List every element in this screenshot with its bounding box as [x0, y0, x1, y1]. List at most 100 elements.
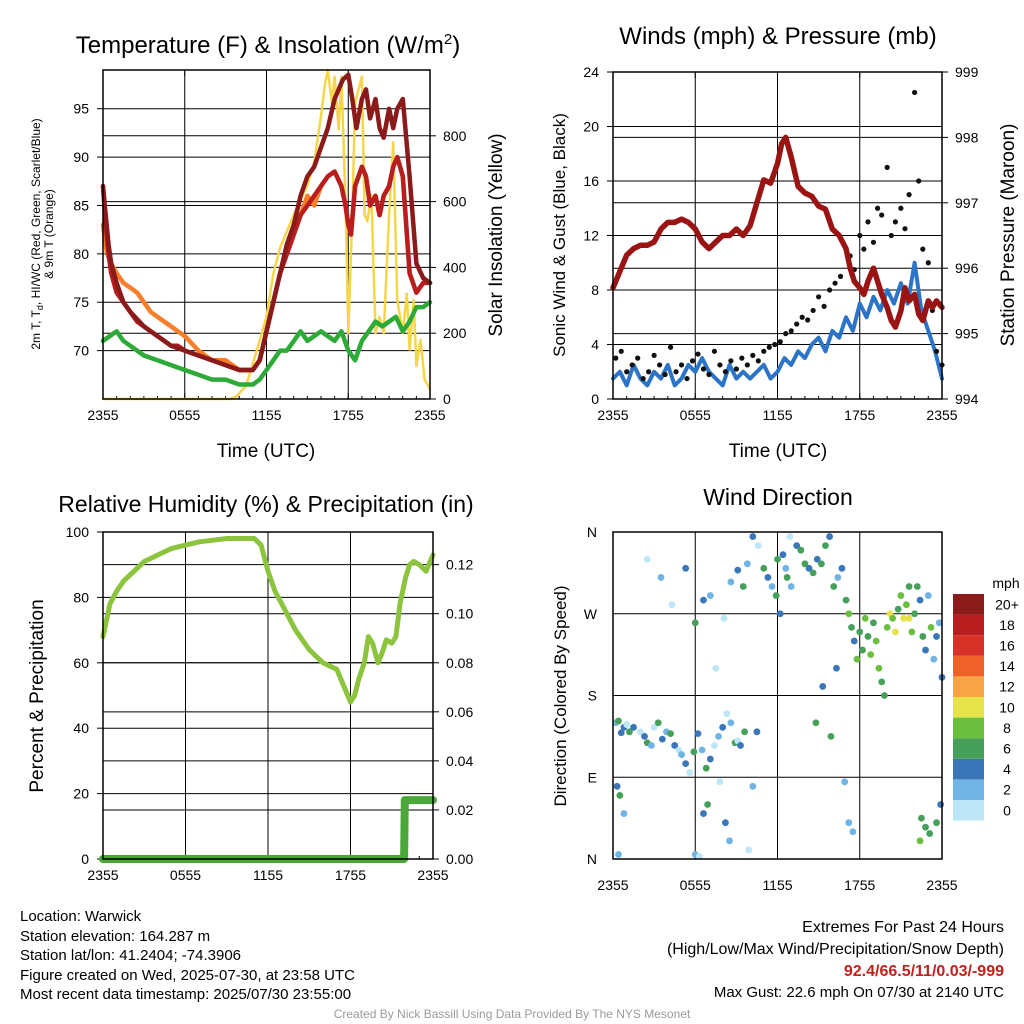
y-axis-label-line2: & 9m T (Orange) — [42, 189, 56, 279]
gust-point — [898, 205, 904, 211]
gust-point — [695, 351, 701, 357]
y2-tick-label: 995 — [955, 326, 979, 342]
legend-label: 10 — [999, 699, 1015, 715]
direction-point — [719, 723, 727, 731]
legend-label: 12 — [999, 679, 1015, 695]
direction-point — [637, 728, 644, 736]
gust-point — [733, 366, 739, 372]
direction-point — [647, 742, 655, 749]
legend-label: 4 — [1003, 761, 1011, 777]
direction-point — [727, 578, 735, 586]
gust-point — [865, 219, 871, 225]
gust-point — [744, 362, 750, 368]
direction-point — [813, 555, 821, 563]
pressure-line — [610, 134, 945, 330]
direction-point — [916, 596, 924, 604]
x-tick-label: 1755 — [844, 407, 875, 423]
y-tick-label: 4 — [591, 337, 599, 353]
subscript: d — [35, 305, 45, 310]
legend-swatch — [953, 676, 984, 697]
chart-title: Relative Humidity (%) & Precipitation (i… — [58, 491, 473, 517]
gust-point — [933, 348, 940, 354]
y-tick-label: 95 — [73, 101, 89, 117]
direction-point — [819, 683, 827, 690]
direction-point — [842, 596, 850, 604]
y2-tick-label: 600 — [443, 194, 467, 210]
direction-point — [678, 751, 685, 758]
gust-point — [892, 219, 898, 225]
x-tick-label: 0555 — [680, 407, 711, 423]
direction-point — [682, 760, 690, 768]
legend-swatch — [953, 717, 984, 739]
y-tick-label: 80 — [73, 589, 89, 605]
elevation-text: Station elevation: 164.287 m — [20, 927, 211, 945]
gust-point — [777, 339, 783, 345]
gust-point — [651, 352, 657, 358]
direction-point — [772, 592, 780, 599]
panel-1: 2355 0555 1155 1755 2355 70 75 80 85 90 95 0 200 400 6… — [29, 31, 507, 462]
x-axis-label: Time (UTC) — [217, 441, 316, 462]
direction-point — [668, 601, 676, 609]
y-tick-label: N — [587, 524, 597, 540]
direction-point — [822, 542, 829, 550]
y2-tick-label: 999 — [955, 64, 979, 80]
y-axis-label-line1: 2m T, Td, HI/WC (Red, Green, Scarlet/Blu… — [29, 118, 45, 349]
y2-tick-label: 800 — [443, 128, 467, 144]
direction-point — [623, 721, 631, 728]
direction-point — [883, 623, 891, 631]
x-tick-label: 1155 — [762, 877, 792, 893]
direction-point — [698, 746, 706, 754]
direction-point — [753, 728, 761, 736]
legend-swatch — [953, 697, 984, 718]
direction-point — [933, 819, 940, 827]
direction-point — [768, 583, 776, 590]
direction-point — [826, 533, 833, 540]
x-tick-label: 1155 — [762, 407, 792, 423]
gust-point — [832, 280, 838, 286]
y2-axis-label-text: Solar Insolation (Yellow) — [486, 133, 507, 336]
x-tick-label: 2355 — [926, 877, 957, 893]
legend-label: 14 — [999, 658, 1015, 674]
x-tick-label: 0555 — [170, 867, 201, 883]
direction-point — [926, 830, 934, 837]
gust-point — [629, 362, 635, 368]
y-tick-label: 0 — [591, 391, 599, 407]
direction-point — [919, 633, 927, 640]
x-tick-label: 2355 — [597, 407, 628, 423]
y2-axis-label: Station Pressure (Maroon) — [998, 124, 1019, 347]
legend-title: mph — [992, 575, 1019, 591]
direction-point — [620, 810, 628, 817]
direction-point — [908, 628, 916, 636]
gust-point — [662, 371, 668, 378]
direction-point — [864, 633, 872, 640]
created-text: Figure created on Wed, 2025-07-30, at 23… — [20, 966, 355, 984]
direction-point — [711, 742, 718, 749]
direction-point — [933, 633, 940, 640]
x-tick-label: 1755 — [844, 877, 875, 893]
direction-point — [809, 569, 817, 577]
wind-speed-line — [611, 260, 944, 388]
direction-point — [779, 551, 787, 559]
y-axis-label: Sonic Wind & Gust (Blue, Black) — [550, 113, 569, 357]
y-axis-label-text: Sonic Wind & Gust (Blue, Black) — [550, 113, 569, 357]
y2-tick-label: 200 — [443, 325, 467, 341]
y2-tick-label: 996 — [955, 260, 979, 276]
plot-frame — [102, 69, 431, 400]
gust-point — [888, 232, 894, 239]
gust-point — [906, 192, 912, 198]
y2-axis-label-text: Station Pressure (Maroon) — [998, 124, 1019, 347]
legend-swatch — [953, 758, 984, 780]
x-tick-label: 2355 — [926, 407, 957, 423]
credit-text: Created By Nick Bassill Using Data Provi… — [333, 1007, 691, 1021]
chart-title: Winds (mph) & Pressure (mb) — [619, 23, 936, 50]
direction-point — [720, 614, 728, 622]
direction-point — [704, 801, 711, 808]
gust-point — [837, 273, 844, 279]
gust-point — [884, 164, 890, 170]
direction-point — [700, 810, 707, 817]
direction-point — [739, 583, 747, 590]
humidity-line — [100, 536, 436, 705]
direction-point — [878, 678, 886, 686]
direction-point — [671, 742, 679, 749]
legend-swatch — [953, 738, 984, 759]
